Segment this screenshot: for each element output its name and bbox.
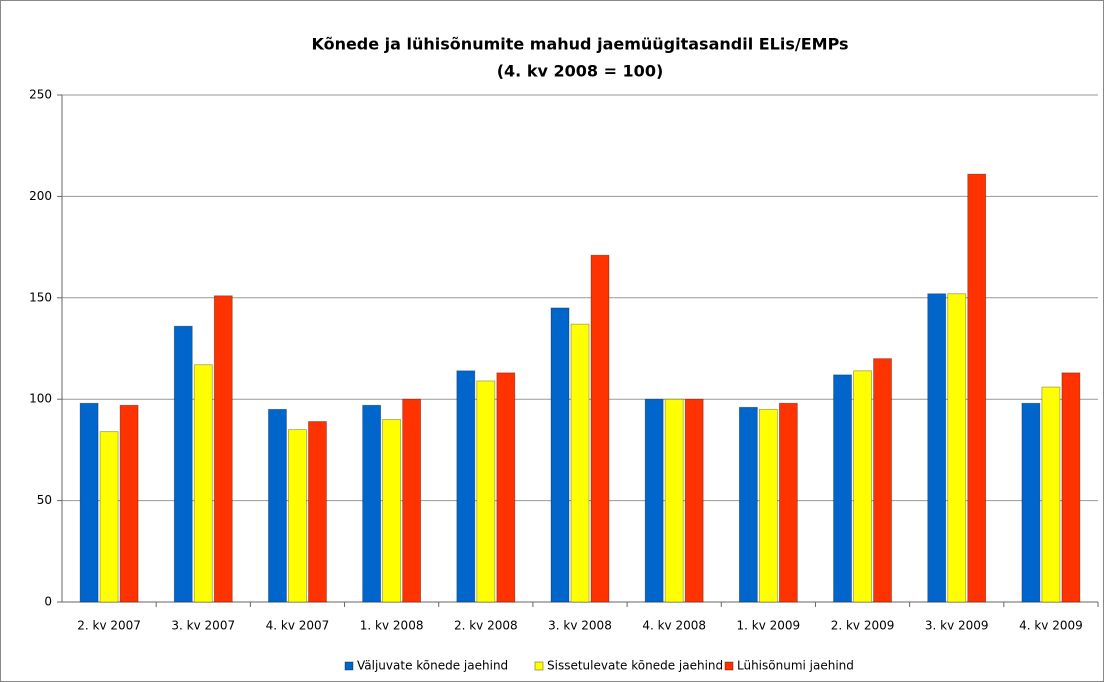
bar xyxy=(570,323,590,603)
legend-swatch xyxy=(344,661,354,671)
x-tick-label: 2. kv 2009 xyxy=(831,619,895,633)
chart-subtitle: (4. kv 2008 = 100) xyxy=(497,62,664,81)
y-tick-label: 200 xyxy=(29,189,52,203)
bar xyxy=(308,421,327,603)
bar xyxy=(833,374,852,603)
x-tick-label: 4. kv 2009 xyxy=(1019,619,1083,633)
bar xyxy=(79,402,99,603)
bar xyxy=(99,431,119,603)
bar xyxy=(758,408,778,603)
bar xyxy=(362,404,382,603)
legend-label: Lühisõnumi jaehind xyxy=(737,659,854,673)
bar xyxy=(947,293,967,603)
bar xyxy=(644,398,664,603)
bar xyxy=(496,372,516,603)
x-tick-label: 1. kv 2009 xyxy=(737,619,801,633)
bar xyxy=(382,419,402,603)
y-tick-label: 100 xyxy=(29,392,52,406)
bar xyxy=(684,398,704,603)
y-tick-label: 250 xyxy=(29,88,52,102)
bar xyxy=(853,370,872,603)
bar xyxy=(590,254,610,603)
legend-swatch xyxy=(534,661,544,671)
legend-label: Väljuvate kõnede jaehind xyxy=(357,659,508,673)
bar xyxy=(664,398,684,603)
x-tick-label: 3. kv 2007 xyxy=(171,619,235,633)
x-tick-label: 3. kv 2009 xyxy=(925,619,989,633)
bar xyxy=(550,307,570,603)
bar xyxy=(927,293,947,603)
x-tick-label: 4. kv 2007 xyxy=(266,619,330,633)
bar xyxy=(213,295,233,603)
bar xyxy=(119,404,139,603)
chart-title: Kõnede ja lühisõnumite mahud jaemüügitas… xyxy=(311,35,848,54)
x-tick-label: 4. kv 2008 xyxy=(642,619,706,633)
bar xyxy=(1061,372,1081,603)
x-tick-label: 2. kv 2008 xyxy=(454,619,518,633)
bar xyxy=(778,402,798,603)
bar xyxy=(476,380,496,603)
y-tick-label: 0 xyxy=(44,595,52,609)
y-tick-label: 50 xyxy=(37,493,52,507)
x-tick-label: 3. kv 2008 xyxy=(548,619,612,633)
bar xyxy=(1021,402,1041,603)
bar xyxy=(967,173,987,603)
bar xyxy=(1041,386,1061,603)
bar xyxy=(456,370,476,603)
x-tick-label: 1. kv 2008 xyxy=(360,619,424,633)
bar xyxy=(193,364,213,603)
bar xyxy=(288,429,307,603)
bar xyxy=(268,408,287,603)
x-tick-label: 2. kv 2007 xyxy=(77,619,141,633)
legend-swatch xyxy=(724,661,734,671)
bar xyxy=(402,398,422,603)
bar xyxy=(738,406,758,603)
legend-label: Sissetulevate kõnede jaehind xyxy=(547,659,723,673)
y-tick-label: 150 xyxy=(29,290,52,304)
bar xyxy=(173,325,193,603)
bar xyxy=(873,358,892,603)
